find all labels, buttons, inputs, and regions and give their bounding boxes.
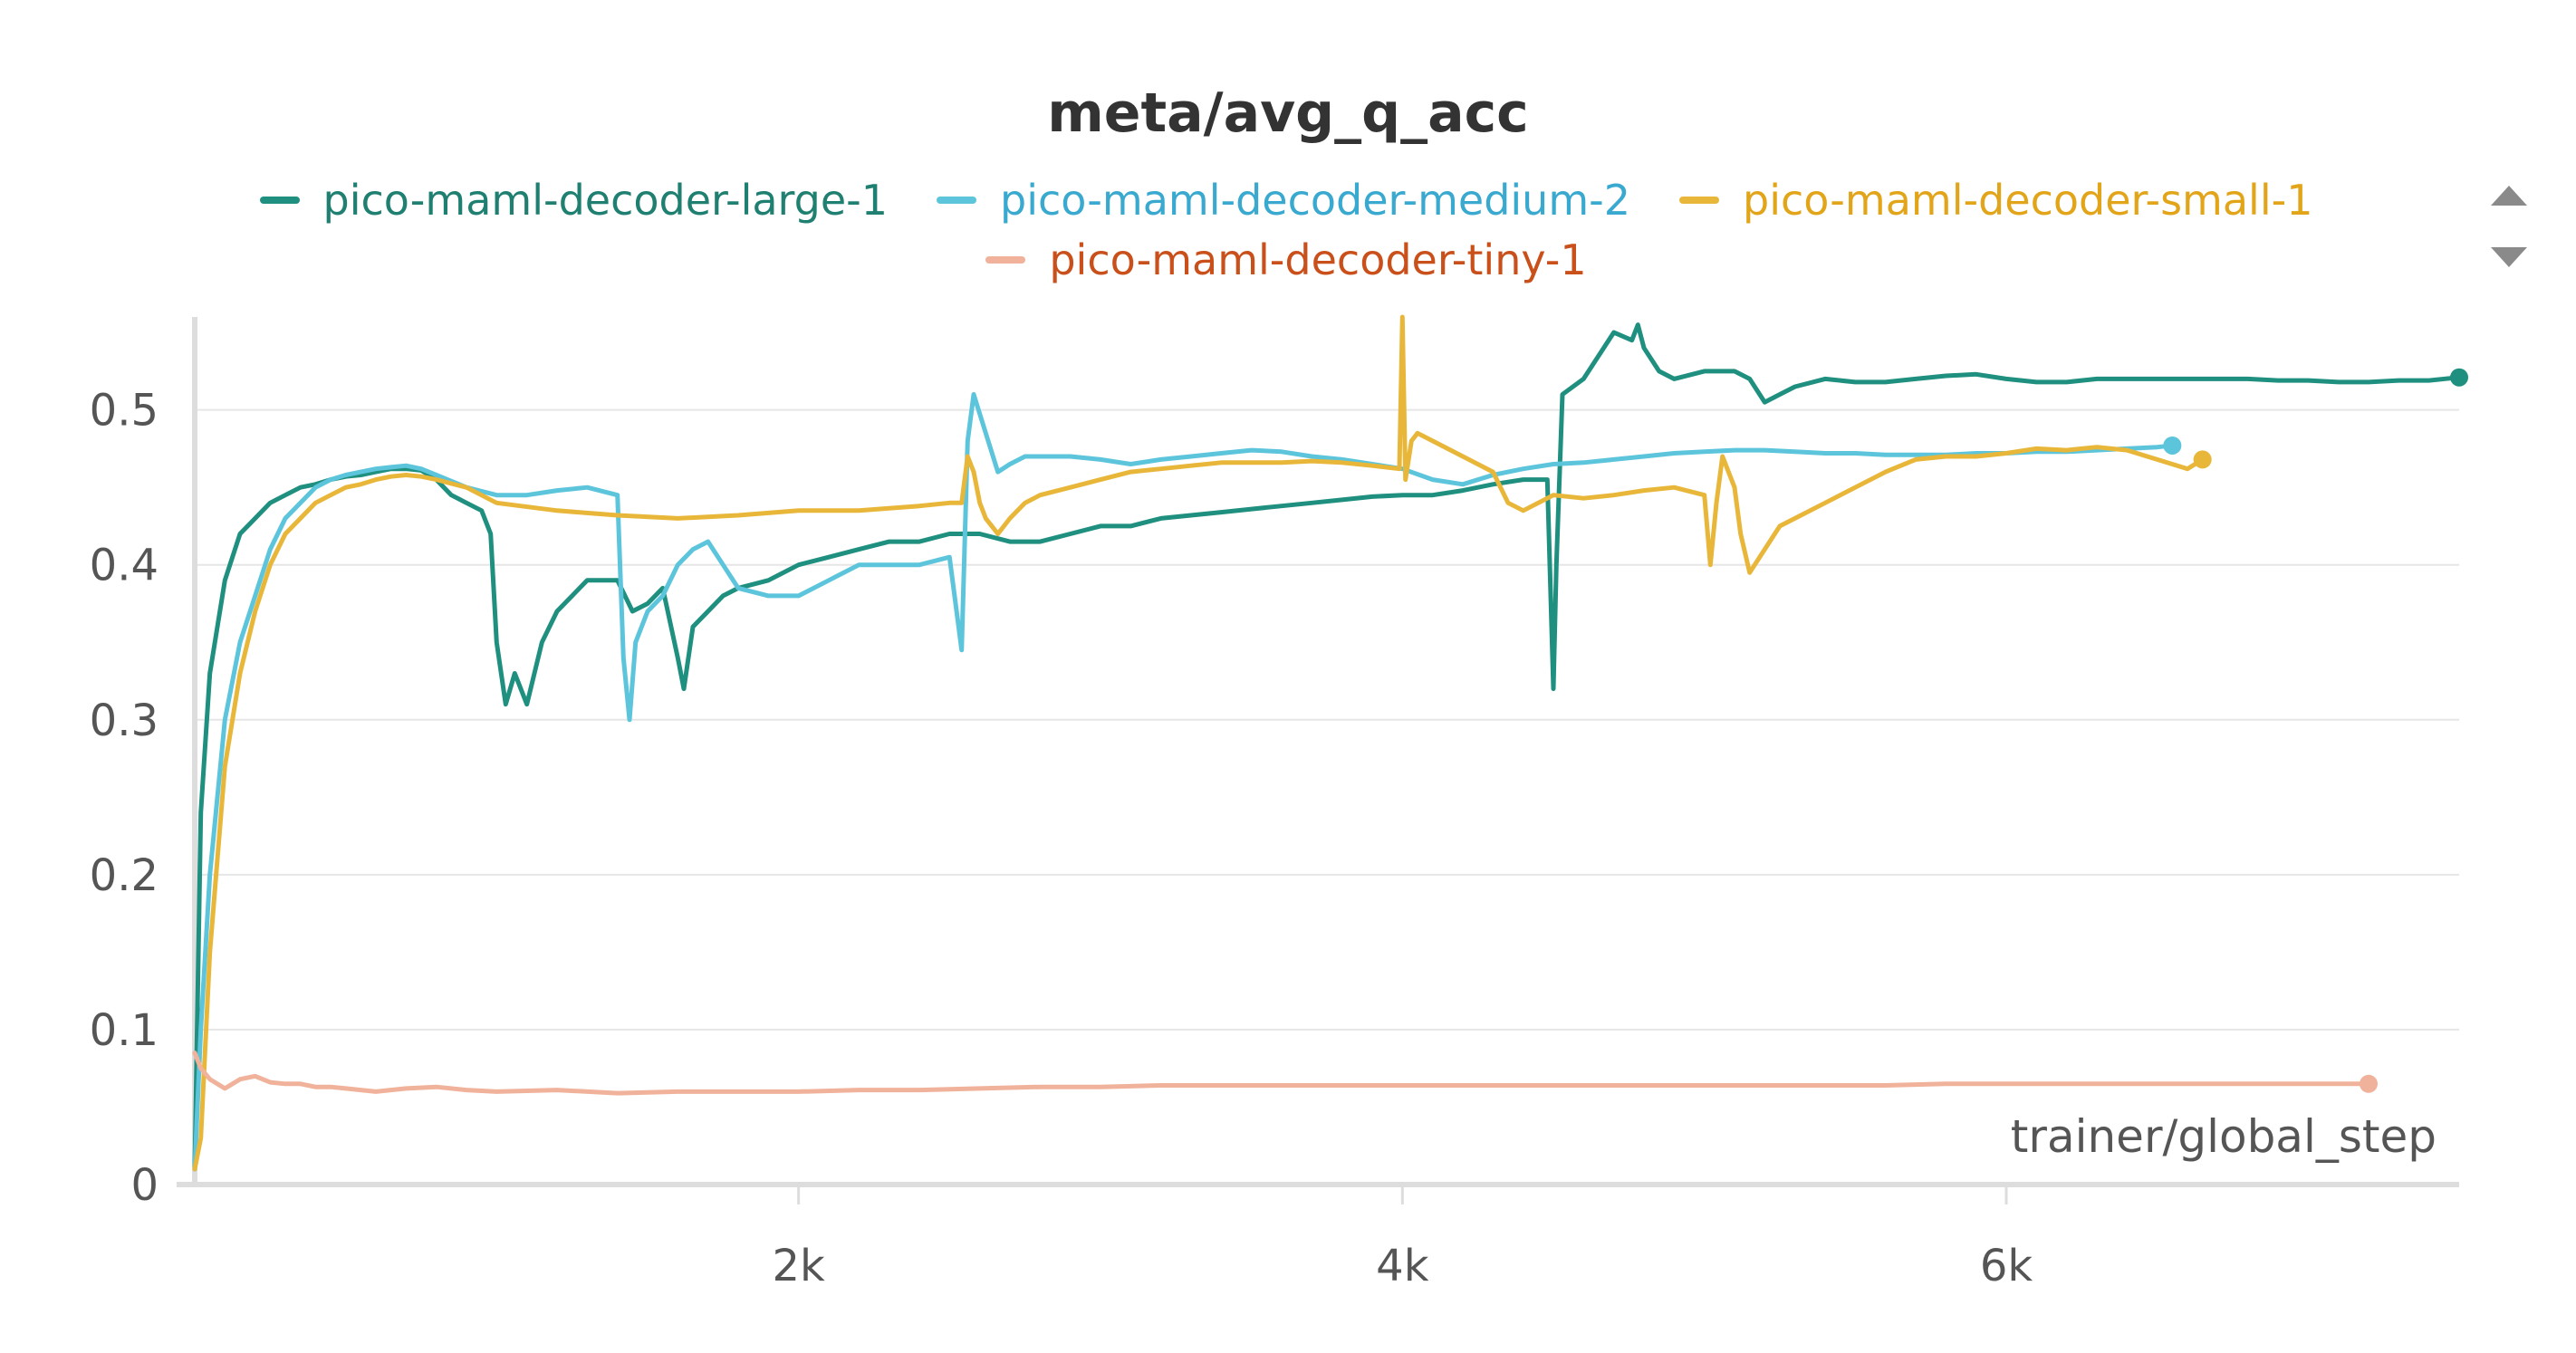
legend: pico-maml-decoder-large-1 pico-maml-deco…: [199, 170, 2373, 290]
x-axis-title: trainer/global_step: [2011, 1110, 2437, 1163]
series-lines: [192, 314, 2468, 1172]
legend-swatch: [937, 197, 977, 204]
legend-label: pico-maml-decoder-small-1: [1743, 176, 2313, 225]
y-tick-label: 0.4: [90, 541, 159, 591]
legend-swatch: [259, 197, 300, 204]
legend-label: pico-maml-decoder-tiny-1: [1049, 235, 1587, 284]
series-line: [192, 1051, 2371, 1096]
series-end-point: [2360, 1074, 2378, 1093]
series-line: [192, 322, 2462, 1172]
legend-item[interactable]: pico-maml-decoder-large-1: [259, 176, 889, 225]
legend-item[interactable]: pico-maml-decoder-tiny-1: [985, 235, 1587, 284]
series-end-point: [2163, 436, 2182, 455]
legend-label: pico-maml-decoder-medium-2: [1000, 176, 1631, 225]
legend-scroll-up-icon[interactable]: [2491, 186, 2527, 206]
series-line: [192, 392, 2175, 1172]
series-end-point: [2193, 450, 2212, 469]
x-tick-label: 4k: [1376, 1241, 1429, 1291]
legend-scroll-down-icon[interactable]: [2491, 247, 2527, 267]
legend-row: pico-maml-decoder-tiny-1: [199, 230, 2373, 290]
y-tick-label: 0.2: [90, 850, 159, 901]
legend-item[interactable]: pico-maml-decoder-medium-2: [937, 176, 1630, 225]
legend-swatch: [985, 256, 1026, 264]
y-tick-label: 0: [130, 1160, 159, 1211]
y-tick-label: 0.5: [90, 386, 159, 437]
legend-label: pico-maml-decoder-large-1: [322, 176, 889, 225]
x-tick-label: 2k: [772, 1241, 825, 1291]
chart-title: meta/avg_q_acc: [1047, 82, 1529, 145]
legend-item[interactable]: pico-maml-decoder-small-1: [1679, 176, 2312, 225]
y-tick-label: 0.3: [90, 696, 159, 746]
legend-row: pico-maml-decoder-large-1 pico-maml-deco…: [199, 170, 2373, 230]
series-end-point: [2450, 368, 2468, 387]
series-line: [192, 314, 2206, 1172]
legend-swatch: [1679, 197, 1720, 204]
x-tick-label: 6k: [1980, 1241, 2033, 1291]
y-tick-label: 0.1: [90, 1005, 159, 1056]
axes: 0 0.1 0.2 0.3 0.4 0.5 2k 4k 6k: [90, 317, 2459, 1291]
grid: [195, 408, 2459, 1031]
